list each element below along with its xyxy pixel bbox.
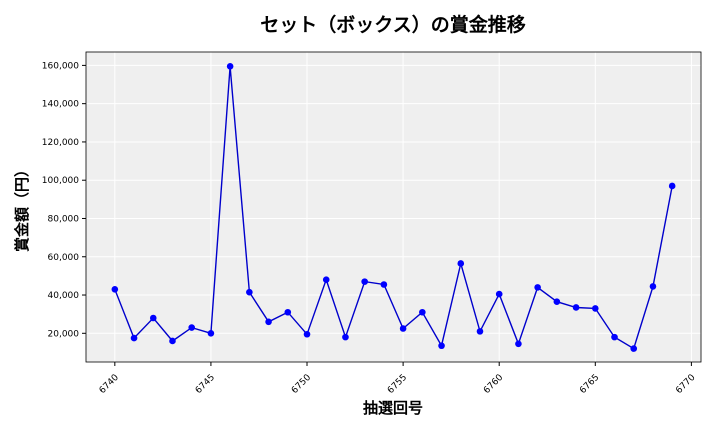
y-tick-label: 80,000	[48, 214, 80, 224]
data-point	[668, 182, 676, 190]
data-point	[591, 305, 599, 312]
data-point	[495, 290, 503, 298]
data-point	[169, 337, 176, 345]
data-point	[611, 333, 618, 341]
data-point	[284, 308, 292, 316]
data-point	[515, 340, 522, 348]
y-tick-label: 140,000	[42, 100, 79, 110]
data-point	[553, 298, 561, 306]
data-point	[207, 329, 215, 337]
plot-area	[86, 52, 701, 362]
data-point	[649, 283, 657, 290]
data-point	[226, 63, 234, 70]
y-tick-label: 160,000	[42, 61, 79, 71]
x-tick-label: 6745	[194, 373, 217, 396]
data-point	[111, 285, 119, 293]
y-tick-label: 20,000	[48, 329, 80, 339]
data-point	[303, 330, 311, 338]
data-point	[361, 278, 368, 285]
chart-title: セット（ボックス）の賞金推移	[260, 13, 525, 36]
y-tick-label: 60,000	[48, 253, 80, 263]
x-tick-label: 6750	[290, 373, 313, 396]
x-tick-label: 6770	[674, 373, 697, 396]
data-point	[322, 276, 330, 284]
x-tick-label: 6760	[482, 373, 505, 396]
x-tick-label: 6765	[578, 373, 601, 396]
data-point	[476, 328, 484, 335]
data-point	[130, 334, 138, 342]
x-tick-label: 6755	[386, 373, 409, 396]
y-tick-label: 120,000	[42, 138, 79, 148]
data-point	[419, 308, 426, 316]
data-point	[399, 325, 407, 332]
data-point	[457, 260, 465, 267]
x-axis-label: 抽選回号	[363, 399, 423, 417]
data-point	[265, 318, 272, 326]
data-point	[630, 345, 638, 352]
y-tick-label: 100,000	[42, 176, 79, 186]
data-point	[342, 333, 349, 341]
series-line-group	[111, 63, 676, 352]
data-point	[149, 314, 157, 322]
data-point	[534, 284, 541, 291]
y-tick-label: 40,000	[48, 291, 80, 301]
data-point	[188, 324, 196, 331]
x-tick-label: 6740	[98, 373, 121, 396]
y-axis-label: 賞金額（円）	[13, 162, 31, 252]
data-point	[380, 281, 388, 288]
data-point	[572, 304, 580, 311]
axes-frame	[85, 51, 702, 363]
data-point	[246, 288, 253, 296]
data-point	[438, 342, 445, 350]
